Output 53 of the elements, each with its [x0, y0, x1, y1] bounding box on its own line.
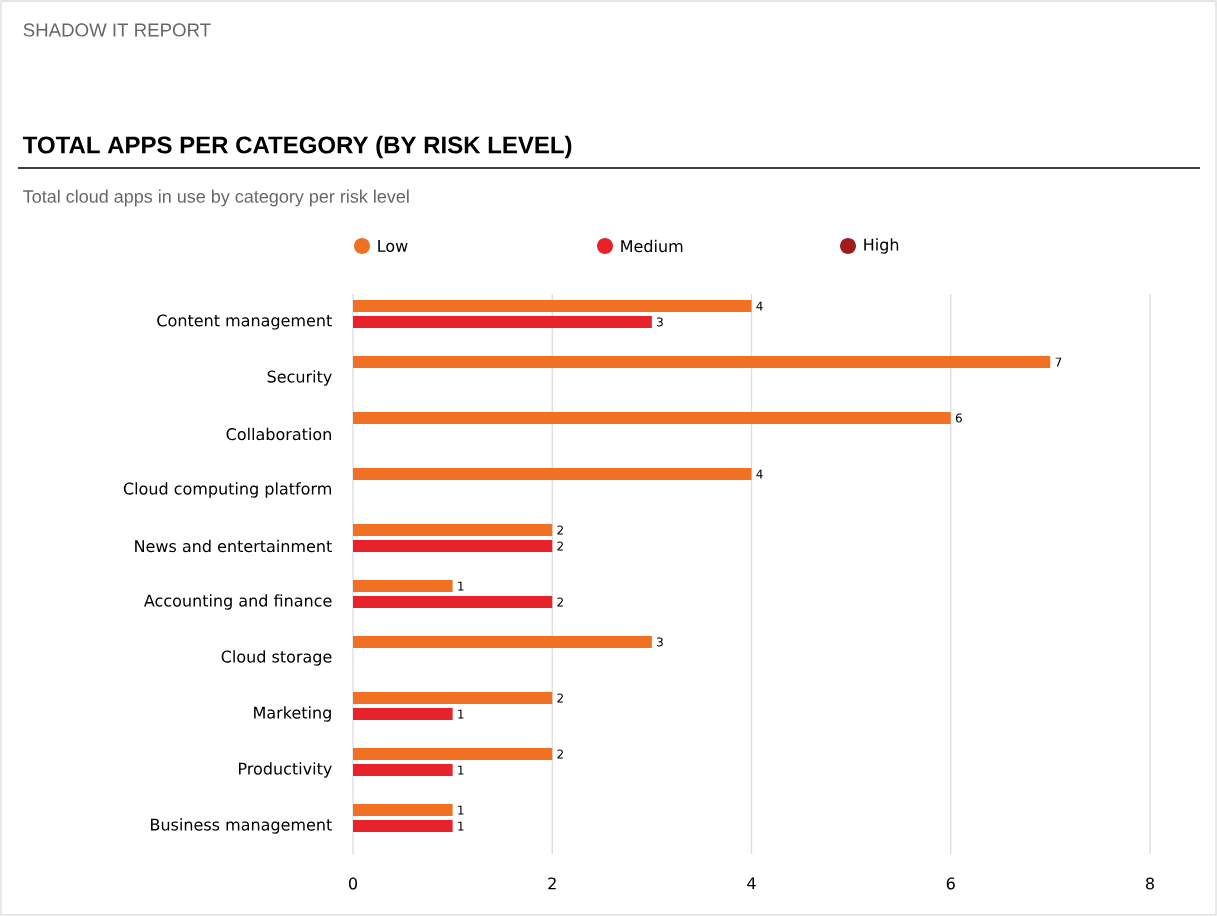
- data-label: 4: [756, 469, 763, 479]
- bar: [353, 524, 553, 537]
- legend-label: Medium: [621, 239, 683, 253]
- data-label: 2: [557, 749, 563, 759]
- chart-subtitle: Total cloud apps in use by category per risk level: [23, 189, 409, 207]
- bar: [353, 300, 752, 313]
- data-label: 1: [458, 805, 464, 815]
- data-label: 1: [458, 765, 464, 775]
- bar: [353, 764, 453, 777]
- data-label: 1: [458, 709, 464, 719]
- data-label: 3: [657, 637, 663, 647]
- data-label: 1: [458, 821, 464, 831]
- y-tick-label: Collaboration: [226, 427, 331, 441]
- data-label: 2: [557, 525, 563, 535]
- bar: [353, 316, 652, 329]
- bar: [353, 596, 553, 609]
- bar: [353, 804, 453, 817]
- chart-title: TOTAL APPS PER CATEGORY (BY RISK LEVEL): [22, 135, 572, 159]
- data-label: 6: [955, 413, 962, 423]
- bar: [353, 356, 1051, 369]
- data-label: 7: [1055, 357, 1062, 367]
- y-tick-label: Business management: [151, 818, 332, 834]
- bar: [353, 540, 553, 553]
- bar: [353, 468, 752, 481]
- y-tick-label: Productivity: [239, 762, 332, 778]
- y-tick-label: Marketing: [254, 706, 331, 722]
- y-tick-label: Content management: [157, 314, 332, 330]
- y-tick-label: Accounting and finance: [143, 594, 332, 610]
- bar: [353, 580, 453, 593]
- y-tick-label: News and entertainment: [135, 539, 332, 553]
- x-tick-label: 2: [548, 877, 556, 890]
- bar: [353, 412, 951, 425]
- data-label: 2: [557, 541, 563, 551]
- x-tick-label: 6: [946, 877, 955, 890]
- data-label: 4: [756, 301, 763, 311]
- bar: [353, 692, 553, 705]
- x-tick-label: 8: [1146, 877, 1154, 890]
- x-tick-label: 0: [348, 877, 358, 890]
- y-tick-label: Cloud computing platform: [123, 482, 331, 498]
- y-tick-label: Security: [267, 370, 332, 386]
- legend-label: Low: [378, 240, 408, 253]
- bar: [353, 748, 553, 761]
- y-tick-label: Cloud storage: [221, 650, 332, 666]
- bar: [353, 820, 453, 833]
- text: SHADOW IT REPORT: [23, 23, 211, 37]
- bar: [353, 636, 652, 649]
- data-label: 1: [458, 581, 464, 591]
- bar: [353, 708, 453, 721]
- x-tick-label: 4: [747, 877, 756, 890]
- data-label: 2: [557, 597, 563, 607]
- data-label: 2: [557, 693, 563, 703]
- legend-label: High: [864, 238, 899, 254]
- data-label: 3: [657, 317, 663, 327]
